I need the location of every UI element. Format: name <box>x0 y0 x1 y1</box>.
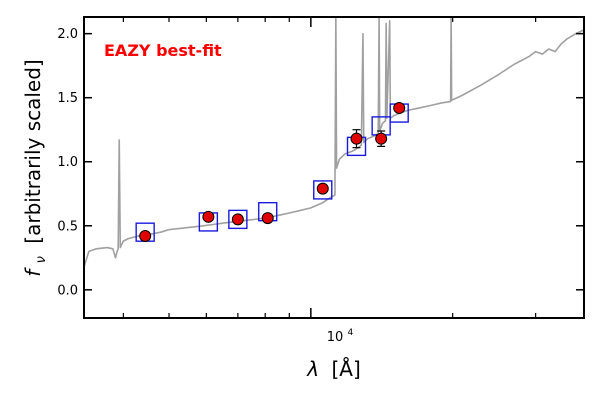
y-tick-label-3: 1.5 <box>57 91 78 106</box>
annotation-eazy-best-fit: EAZY best-fit <box>104 41 222 60</box>
y-axis-symbol: f <box>21 267 45 277</box>
plot-area <box>83 16 585 319</box>
x-axis-unit: [Å] <box>331 357 360 381</box>
observed-point-6 <box>375 132 388 145</box>
x-tick-exponent: 4 <box>347 328 353 338</box>
model-photometry-square-4 <box>313 180 333 200</box>
y-axis-text: [arbitrarily scaled] <box>21 59 45 243</box>
y-axis-subscript: ν <box>34 256 49 263</box>
observed-point-7 <box>393 101 406 114</box>
observed-point-1 <box>202 210 215 223</box>
model-photometry-square-2 <box>228 209 248 230</box>
observed-point-5 <box>350 132 363 145</box>
x-tick-label-10000: 10 4 <box>327 328 354 345</box>
y-tick-label-2: 1.0 <box>57 155 78 170</box>
observed-point-4 <box>316 182 329 195</box>
x-axis-symbol: λ <box>306 357 319 381</box>
observed-point-3 <box>261 212 274 225</box>
y-tick-label-4: 2.0 <box>57 27 78 42</box>
y-tick-label-1: 0.5 <box>57 219 78 234</box>
y-axis-label: f ν [arbitrarily scaled] <box>21 59 50 276</box>
x-axis-label: λ [Å] <box>306 357 361 381</box>
observed-point-0 <box>139 230 152 243</box>
x-tick-base: 10 <box>327 330 344 345</box>
y-tick-label-0: 0.0 <box>57 283 78 298</box>
plot-frame <box>83 16 585 319</box>
observed-point-2 <box>231 213 244 226</box>
